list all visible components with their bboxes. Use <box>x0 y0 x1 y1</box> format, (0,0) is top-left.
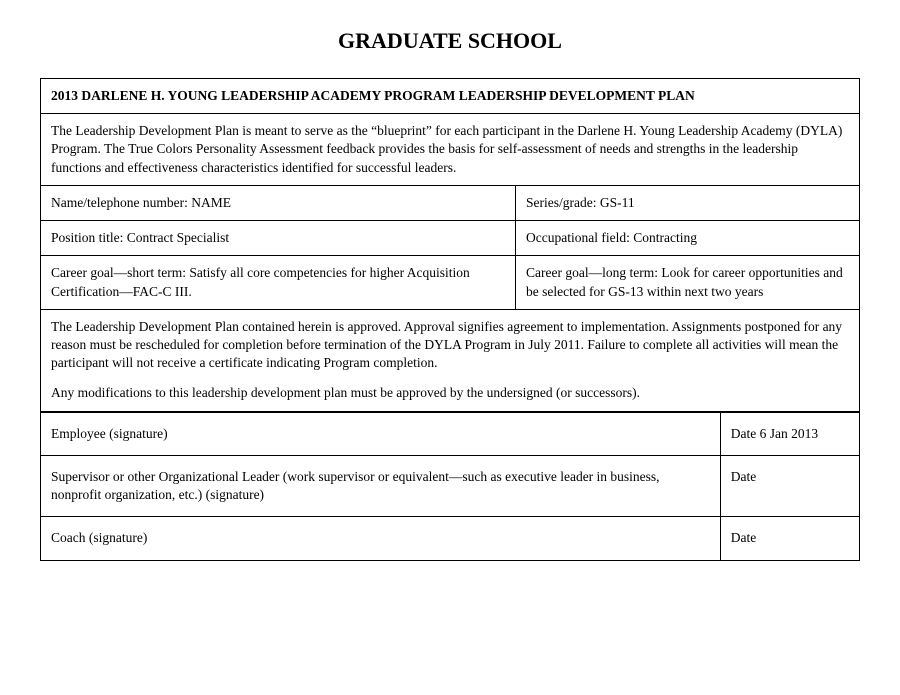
coach-signature-cell: Coach (signature) <box>41 517 721 560</box>
occupational-field-cell: Occupational field: Contracting <box>516 221 860 256</box>
approval-para1: The Leadership Development Plan containe… <box>51 318 849 373</box>
career-short-cell: Career goal—short term: Satisfy all core… <box>41 256 516 309</box>
approval-text: The Leadership Development Plan containe… <box>41 309 860 411</box>
intro-text: The Leadership Development Plan is meant… <box>41 114 860 186</box>
signature-table: Employee (signature) Date 6 Jan 2013 Sup… <box>40 412 860 561</box>
supervisor-date-cell: Date <box>720 455 859 516</box>
approval-para2: Any modifications to this leadership dev… <box>51 384 849 402</box>
leadership-plan-table: 2013 DARLENE H. YOUNG LEADERSHIP ACADEMY… <box>40 78 860 412</box>
table-header: 2013 DARLENE H. YOUNG LEADERSHIP ACADEMY… <box>41 79 860 114</box>
coach-date-cell: Date <box>720 517 859 560</box>
employee-date-cell: Date 6 Jan 2013 <box>720 412 859 455</box>
supervisor-signature-cell: Supervisor or other Organizational Leade… <box>41 455 721 516</box>
position-title-cell: Position title: Contract Specialist <box>41 221 516 256</box>
page-title: GRADUATE SCHOOL <box>40 28 860 54</box>
career-long-cell: Career goal—long term: Look for career o… <box>516 256 860 309</box>
employee-signature-cell: Employee (signature) <box>41 412 721 455</box>
name-phone-cell: Name/telephone number: NAME <box>41 185 516 220</box>
series-grade-cell: Series/grade: GS-11 <box>516 185 860 220</box>
